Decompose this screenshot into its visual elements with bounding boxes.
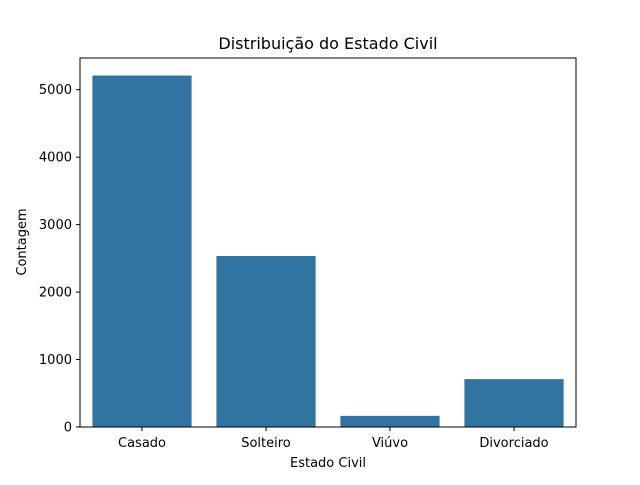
y-tick-label-1: 1000 xyxy=(39,353,72,368)
x-tick-label-3: Divorciado xyxy=(479,436,548,451)
y-tick-label-3: 3000 xyxy=(39,218,72,233)
bar-3 xyxy=(464,379,564,427)
bar-1 xyxy=(216,255,316,427)
x-tick-label-2: Viúvo xyxy=(372,436,408,451)
x-axis: Casado Solteiro Viúvo Divorciado xyxy=(118,427,549,451)
x-tick-label-1: Solteiro xyxy=(241,436,291,451)
x-tick-label-0: Casado xyxy=(118,436,166,451)
bar-2 xyxy=(340,415,440,427)
y-axis: 0 1000 2000 3000 4000 5000 xyxy=(39,83,80,436)
y-tick-label-4: 4000 xyxy=(39,151,72,166)
bars-layer xyxy=(92,75,564,427)
y-tick-label-5: 5000 xyxy=(39,83,72,98)
plot-frame xyxy=(79,57,577,428)
y-tick-label-0: 0 xyxy=(64,421,72,436)
y-axis-title: Contagem xyxy=(15,208,30,275)
y-tick-label-2: 2000 xyxy=(39,286,72,301)
x-axis-title: Estado Civil xyxy=(290,456,366,471)
bar-0 xyxy=(92,75,192,427)
chart-title: Distribuição do Estado Civil xyxy=(218,34,437,53)
